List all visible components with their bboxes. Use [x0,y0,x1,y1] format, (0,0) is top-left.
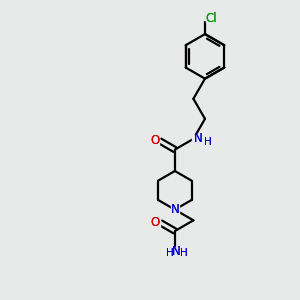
Bar [206,14,217,22]
Bar [167,248,186,256]
Text: H: H [180,248,188,258]
Text: H: H [180,248,188,258]
Bar [150,137,159,145]
Text: N: N [170,203,179,216]
Text: O: O [151,216,160,230]
Text: N: N [194,132,203,146]
Text: Cl: Cl [206,12,217,25]
Text: H: H [204,137,212,148]
Text: N: N [172,245,181,258]
Text: N: N [194,132,203,146]
Bar [171,206,179,214]
Text: Cl: Cl [206,12,217,25]
Bar [192,135,206,143]
Text: H: H [166,248,173,258]
Text: H: H [204,137,212,148]
Text: O: O [150,134,159,148]
Bar [151,219,160,227]
Text: N: N [170,203,179,216]
Text: N: N [172,245,181,258]
Text: H: H [166,248,173,258]
Text: O: O [151,216,160,230]
Text: O: O [150,134,159,148]
